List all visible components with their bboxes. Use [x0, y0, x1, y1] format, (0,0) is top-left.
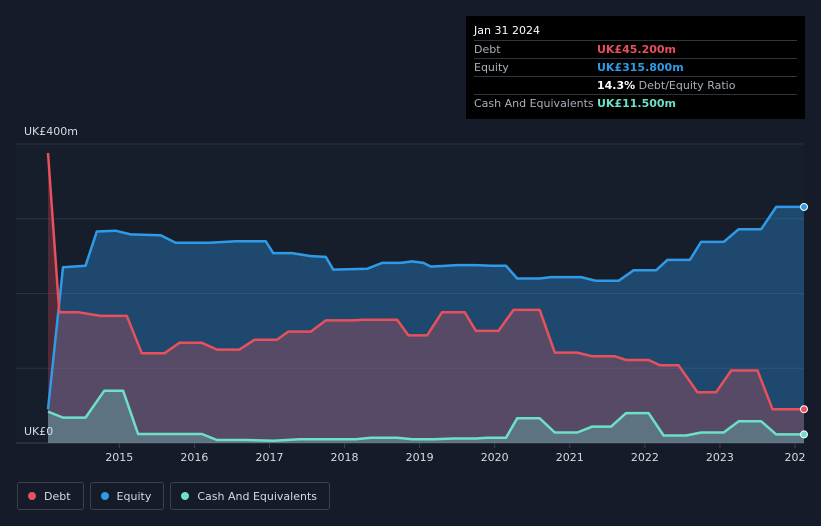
legend-item-debt[interactable]: Debt	[17, 482, 84, 510]
x-tick-label-4: 2019	[406, 451, 434, 464]
legend-cash-label: Cash And Equivalents	[197, 489, 317, 503]
y-axis-max-label: UK£400m	[24, 125, 78, 138]
x-tick-label-1: 2016	[180, 451, 208, 464]
x-tick-label-8: 2023	[706, 451, 734, 464]
tooltip-row-ratio: 14.3% Debt/Equity Ratio	[474, 77, 797, 95]
x-axis-ticks: 2015 2016 2017 2018 2019 2020 2021 2022 2023 202	[105, 443, 805, 464]
endpoint-debt	[800, 405, 808, 414]
chart-endpoints	[800, 202, 808, 439]
chart-gridlines	[16, 143, 804, 444]
line-equity	[46, 205, 804, 410]
tooltip-row-debt: Debt UK£45.200m	[474, 41, 797, 59]
legend-item-equity[interactable]: Equity	[89, 482, 165, 510]
chart-legend: Debt Equity Cash And Equivalents	[17, 482, 330, 510]
line-debt	[46, 152, 804, 411]
tooltip-cash-value: UK£11.500m	[597, 97, 677, 110]
x-tick-label-9: 202	[784, 451, 805, 464]
x-tick-label-6: 2021	[556, 451, 584, 464]
endpoint-cash-and-equivalents	[800, 430, 808, 439]
x-tick-label-3: 2018	[331, 451, 359, 464]
line-cash-and-equivalents	[47, 389, 804, 443]
legend-equity-label: Equity	[116, 489, 152, 503]
legend-debt-label: Debt	[44, 489, 71, 503]
tooltip-date: Jan 31 2024	[474, 22, 797, 41]
area-equity	[48, 206, 804, 443]
x-tick-label-5: 2020	[481, 451, 509, 464]
legend-debt-dot-icon	[28, 492, 36, 500]
legend-equity-dot-icon	[100, 492, 109, 500]
tooltip-debt-value: UK£45.200m	[597, 43, 677, 56]
legend-item-cash[interactable]: Cash And Equivalents	[170, 482, 330, 510]
tooltip-ratio-value: 14.3%	[597, 79, 636, 92]
chart-areas	[48, 153, 804, 443]
area-debt	[48, 153, 804, 443]
tooltip-ratio-label: Debt/Equity Ratio	[638, 79, 736, 92]
tooltip-row-equity: Equity UK£315.800m	[474, 59, 797, 77]
tooltip-cash-label: Cash And Equivalents	[474, 97, 594, 110]
x-tick-label-2: 2017	[255, 451, 283, 464]
x-tick-label-0: 2015	[105, 451, 133, 464]
legend-cash-dot-icon	[181, 492, 190, 500]
endpoint-equity	[800, 202, 808, 211]
chart-lines	[46, 152, 804, 443]
tooltip-row-cash: Cash And Equivalents UK£11.500m	[474, 95, 797, 112]
tooltip-equity-value: UK£315.800m	[597, 61, 684, 74]
tooltip-equity-label: Equity	[474, 61, 509, 74]
tooltip-debt-label: Debt	[474, 43, 501, 56]
tooltip-ratio: 14.3% Debt/Equity Ratio	[597, 77, 735, 94]
x-tick-label-7: 2022	[631, 451, 659, 464]
y-axis-zero-label: UK£0	[24, 425, 53, 438]
tooltip-panel: Jan 31 2024 Debt UK£45.200m Equity UK£31…	[466, 16, 805, 119]
area-cash-and-equivalents	[48, 390, 804, 443]
